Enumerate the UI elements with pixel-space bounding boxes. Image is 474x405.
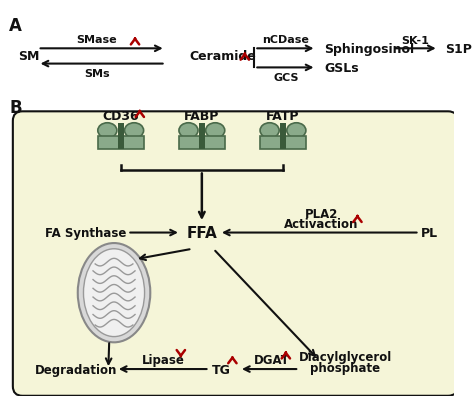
Bar [179,137,225,150]
Text: Activaction: Activaction [284,217,358,230]
Text: SMase: SMase [76,35,117,45]
Ellipse shape [260,124,279,139]
Ellipse shape [98,124,117,139]
Text: Diacylglycerol: Diacylglycerol [299,350,392,363]
Ellipse shape [287,124,306,139]
Ellipse shape [125,124,144,139]
Text: FFA: FFA [186,226,217,241]
Text: TG: TG [211,362,230,375]
Bar [199,124,205,150]
Text: SK-1: SK-1 [402,36,429,46]
FancyBboxPatch shape [13,112,458,396]
Bar [98,137,144,150]
Text: GCS: GCS [273,73,299,83]
Text: Ceramide: Ceramide [190,50,256,63]
Bar [118,124,124,150]
Text: SM: SM [18,50,40,63]
Bar [260,137,306,150]
Text: Lipase: Lipase [142,353,185,366]
Text: Sphingosinol: Sphingosinol [324,43,414,55]
Text: phosphate: phosphate [310,361,380,374]
Ellipse shape [179,124,198,139]
Text: Degradation: Degradation [35,362,117,375]
Text: DGAT: DGAT [254,353,290,366]
Text: SMs: SMs [84,69,109,79]
Text: S1P: S1P [445,43,472,55]
Text: GSLs: GSLs [324,62,359,75]
Ellipse shape [206,124,225,139]
Text: FABP: FABP [184,109,219,122]
Text: PLA2: PLA2 [304,207,338,220]
Text: FA Synthase: FA Synthase [45,226,126,239]
Text: B: B [9,99,22,117]
Text: PL: PL [420,226,438,239]
Ellipse shape [83,249,145,337]
Bar [280,124,286,150]
Text: A: A [9,17,22,35]
Text: CD36: CD36 [102,109,139,122]
Ellipse shape [78,243,150,343]
Text: nCDase: nCDase [263,35,310,45]
Text: FATP: FATP [266,109,300,122]
